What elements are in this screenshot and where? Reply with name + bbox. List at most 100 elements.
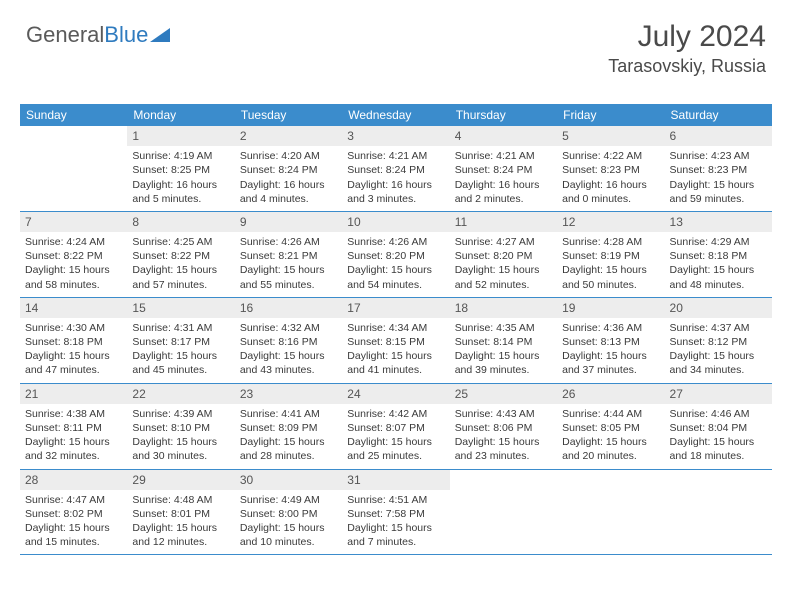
week-row: 1Sunrise: 4:19 AMSunset: 8:25 PMDaylight… [20, 126, 772, 212]
sunset-line: Sunset: 8:00 PM [240, 507, 337, 521]
day-number: 18 [450, 298, 557, 318]
sunset-line: Sunset: 7:58 PM [347, 507, 444, 521]
sunset-line: Sunset: 8:20 PM [455, 249, 552, 263]
dow-thursday: Thursday [450, 104, 557, 126]
day-body: Sunrise: 4:44 AMSunset: 8:05 PMDaylight:… [557, 407, 664, 469]
day-body: Sunrise: 4:42 AMSunset: 8:07 PMDaylight:… [342, 407, 449, 469]
day-body: Sunrise: 4:51 AMSunset: 7:58 PMDaylight:… [342, 493, 449, 555]
day-cell: 8 Sunrise: 4:25 AMSunset: 8:22 PMDaylight… [127, 212, 234, 297]
day-number: 24 [342, 384, 449, 404]
sunrise-line: Sunrise: 4:20 AM [240, 149, 337, 163]
day-number: 26 [557, 384, 664, 404]
daylight-line: Daylight: 15 hours and 41 minutes. [347, 349, 444, 377]
day-cell: 7 Sunrise: 4:24 AMSunset: 8:22 PMDaylight… [20, 212, 127, 297]
sunset-line: Sunset: 8:23 PM [562, 163, 659, 177]
day-number: 28 [20, 470, 127, 490]
sunrise-line: Sunrise: 4:19 AM [132, 149, 229, 163]
day-body: Sunrise: 4:32 AMSunset: 8:16 PMDaylight:… [235, 321, 342, 383]
month-title: July 2024 [608, 20, 766, 54]
sunset-line: Sunset: 8:22 PM [25, 249, 122, 263]
day-body: Sunrise: 4:21 AMSunset: 8:24 PMDaylight:… [450, 149, 557, 211]
sunset-line: Sunset: 8:05 PM [562, 421, 659, 435]
daylight-line: Daylight: 15 hours and 39 minutes. [455, 349, 552, 377]
day-number: 5 [557, 126, 664, 146]
sunset-line: Sunset: 8:09 PM [240, 421, 337, 435]
sunset-line: Sunset: 8:12 PM [670, 335, 767, 349]
daylight-line: Daylight: 15 hours and 58 minutes. [25, 263, 122, 291]
sunrise-line: Sunrise: 4:26 AM [240, 235, 337, 249]
daylight-line: Daylight: 15 hours and 59 minutes. [670, 178, 767, 206]
day-cell: 20Sunrise: 4:37 AMSunset: 8:12 PMDayligh… [665, 298, 772, 383]
sunset-line: Sunset: 8:15 PM [347, 335, 444, 349]
sunset-line: Sunset: 8:14 PM [455, 335, 552, 349]
dow-wednesday: Wednesday [342, 104, 449, 126]
day-cell: 25Sunrise: 4:43 AMSunset: 8:06 PMDayligh… [450, 384, 557, 469]
daylight-line: Daylight: 15 hours and 55 minutes. [240, 263, 337, 291]
dow-tuesday: Tuesday [235, 104, 342, 126]
sunset-line: Sunset: 8:24 PM [240, 163, 337, 177]
sunrise-line: Sunrise: 4:28 AM [562, 235, 659, 249]
day-body: Sunrise: 4:30 AMSunset: 8:18 PMDaylight:… [20, 321, 127, 383]
daylight-line: Daylight: 15 hours and 57 minutes. [132, 263, 229, 291]
daylight-line: Daylight: 15 hours and 50 minutes. [562, 263, 659, 291]
sunrise-line: Sunrise: 4:34 AM [347, 321, 444, 335]
daylight-line: Daylight: 16 hours and 5 minutes. [132, 178, 229, 206]
day-cell-empty [20, 126, 127, 211]
day-body: Sunrise: 4:27 AMSunset: 8:20 PMDaylight:… [450, 235, 557, 297]
day-body: Sunrise: 4:47 AMSunset: 8:02 PMDaylight:… [20, 493, 127, 555]
daylight-line: Daylight: 15 hours and 37 minutes. [562, 349, 659, 377]
sunrise-line: Sunrise: 4:38 AM [25, 407, 122, 421]
day-cell-empty [450, 470, 557, 555]
day-cell: 24 Sunrise: 4:42 AMSunset: 8:07 PMDayligh… [342, 384, 449, 469]
daylight-line: Daylight: 15 hours and 48 minutes. [670, 263, 767, 291]
day-cell: 12Sunrise: 4:28 AMSunset: 8:19 PMDayligh… [557, 212, 664, 297]
daylight-line: Daylight: 15 hours and 10 minutes. [240, 521, 337, 549]
day-cell: 4 Sunrise: 4:21 AMSunset: 8:24 PMDaylight… [450, 126, 557, 211]
day-cell: 31Sunrise: 4:51 AMSunset: 7:58 PMDayligh… [342, 470, 449, 555]
day-number: 13 [665, 212, 772, 232]
sunset-line: Sunset: 8:18 PM [25, 335, 122, 349]
day-number: 10 [342, 212, 449, 232]
day-cell-empty [665, 470, 772, 555]
sunset-line: Sunset: 8:17 PM [132, 335, 229, 349]
sunset-line: Sunset: 8:24 PM [347, 163, 444, 177]
sunset-line: Sunset: 8:07 PM [347, 421, 444, 435]
sunset-line: Sunset: 8:23 PM [670, 163, 767, 177]
day-body: Sunrise: 4:29 AMSunset: 8:18 PMDaylight:… [665, 235, 772, 297]
day-body: Sunrise: 4:25 AMSunset: 8:22 PMDaylight:… [127, 235, 234, 297]
day-cell: 3Sunrise: 4:21 AMSunset: 8:24 PMDaylight… [342, 126, 449, 211]
sunrise-line: Sunrise: 4:48 AM [132, 493, 229, 507]
brand-triangle-icon [150, 26, 172, 44]
day-number: 8 [127, 212, 234, 232]
sunrise-line: Sunrise: 4:41 AM [240, 407, 337, 421]
sunrise-line: Sunrise: 4:26 AM [347, 235, 444, 249]
day-number: 20 [665, 298, 772, 318]
daylight-line: Daylight: 15 hours and 12 minutes. [132, 521, 229, 549]
day-cell: 17 Sunrise: 4:34 AMSunset: 8:15 PMDayligh… [342, 298, 449, 383]
sunrise-line: Sunrise: 4:42 AM [347, 407, 444, 421]
sunset-line: Sunset: 8:04 PM [670, 421, 767, 435]
daylight-line: Daylight: 15 hours and 52 minutes. [455, 263, 552, 291]
sunrise-line: Sunrise: 4:47 AM [25, 493, 122, 507]
day-body: Sunrise: 4:31 AMSunset: 8:17 PMDaylight:… [127, 321, 234, 383]
day-number: 17 [342, 298, 449, 318]
sunrise-line: Sunrise: 4:23 AM [670, 149, 767, 163]
dow-header-row: SundayMondayTuesdayWednesdayThursdayFrid… [20, 104, 772, 126]
day-body: Sunrise: 4:24 AMSunset: 8:22 PMDaylight:… [20, 235, 127, 297]
daylight-line: Daylight: 16 hours and 2 minutes. [455, 178, 552, 206]
sunrise-line: Sunrise: 4:27 AM [455, 235, 552, 249]
daylight-line: Daylight: 15 hours and 7 minutes. [347, 521, 444, 549]
day-number: 4 [450, 126, 557, 146]
sunrise-line: Sunrise: 4:31 AM [132, 321, 229, 335]
day-body: Sunrise: 4:20 AMSunset: 8:24 PMDaylight:… [235, 149, 342, 211]
sunrise-line: Sunrise: 4:39 AM [132, 407, 229, 421]
day-number: 7 [20, 212, 127, 232]
sunrise-line: Sunrise: 4:35 AM [455, 321, 552, 335]
day-body: Sunrise: 4:36 AMSunset: 8:13 PMDaylight:… [557, 321, 664, 383]
sunrise-line: Sunrise: 4:37 AM [670, 321, 767, 335]
day-cell: 16Sunrise: 4:32 AMSunset: 8:16 PMDayligh… [235, 298, 342, 383]
week-row: 21Sunrise: 4:38 AMSunset: 8:11 PMDayligh… [20, 384, 772, 470]
daylight-line: Daylight: 15 hours and 18 minutes. [670, 435, 767, 463]
daylight-line: Daylight: 15 hours and 15 minutes. [25, 521, 122, 549]
day-number: 30 [235, 470, 342, 490]
